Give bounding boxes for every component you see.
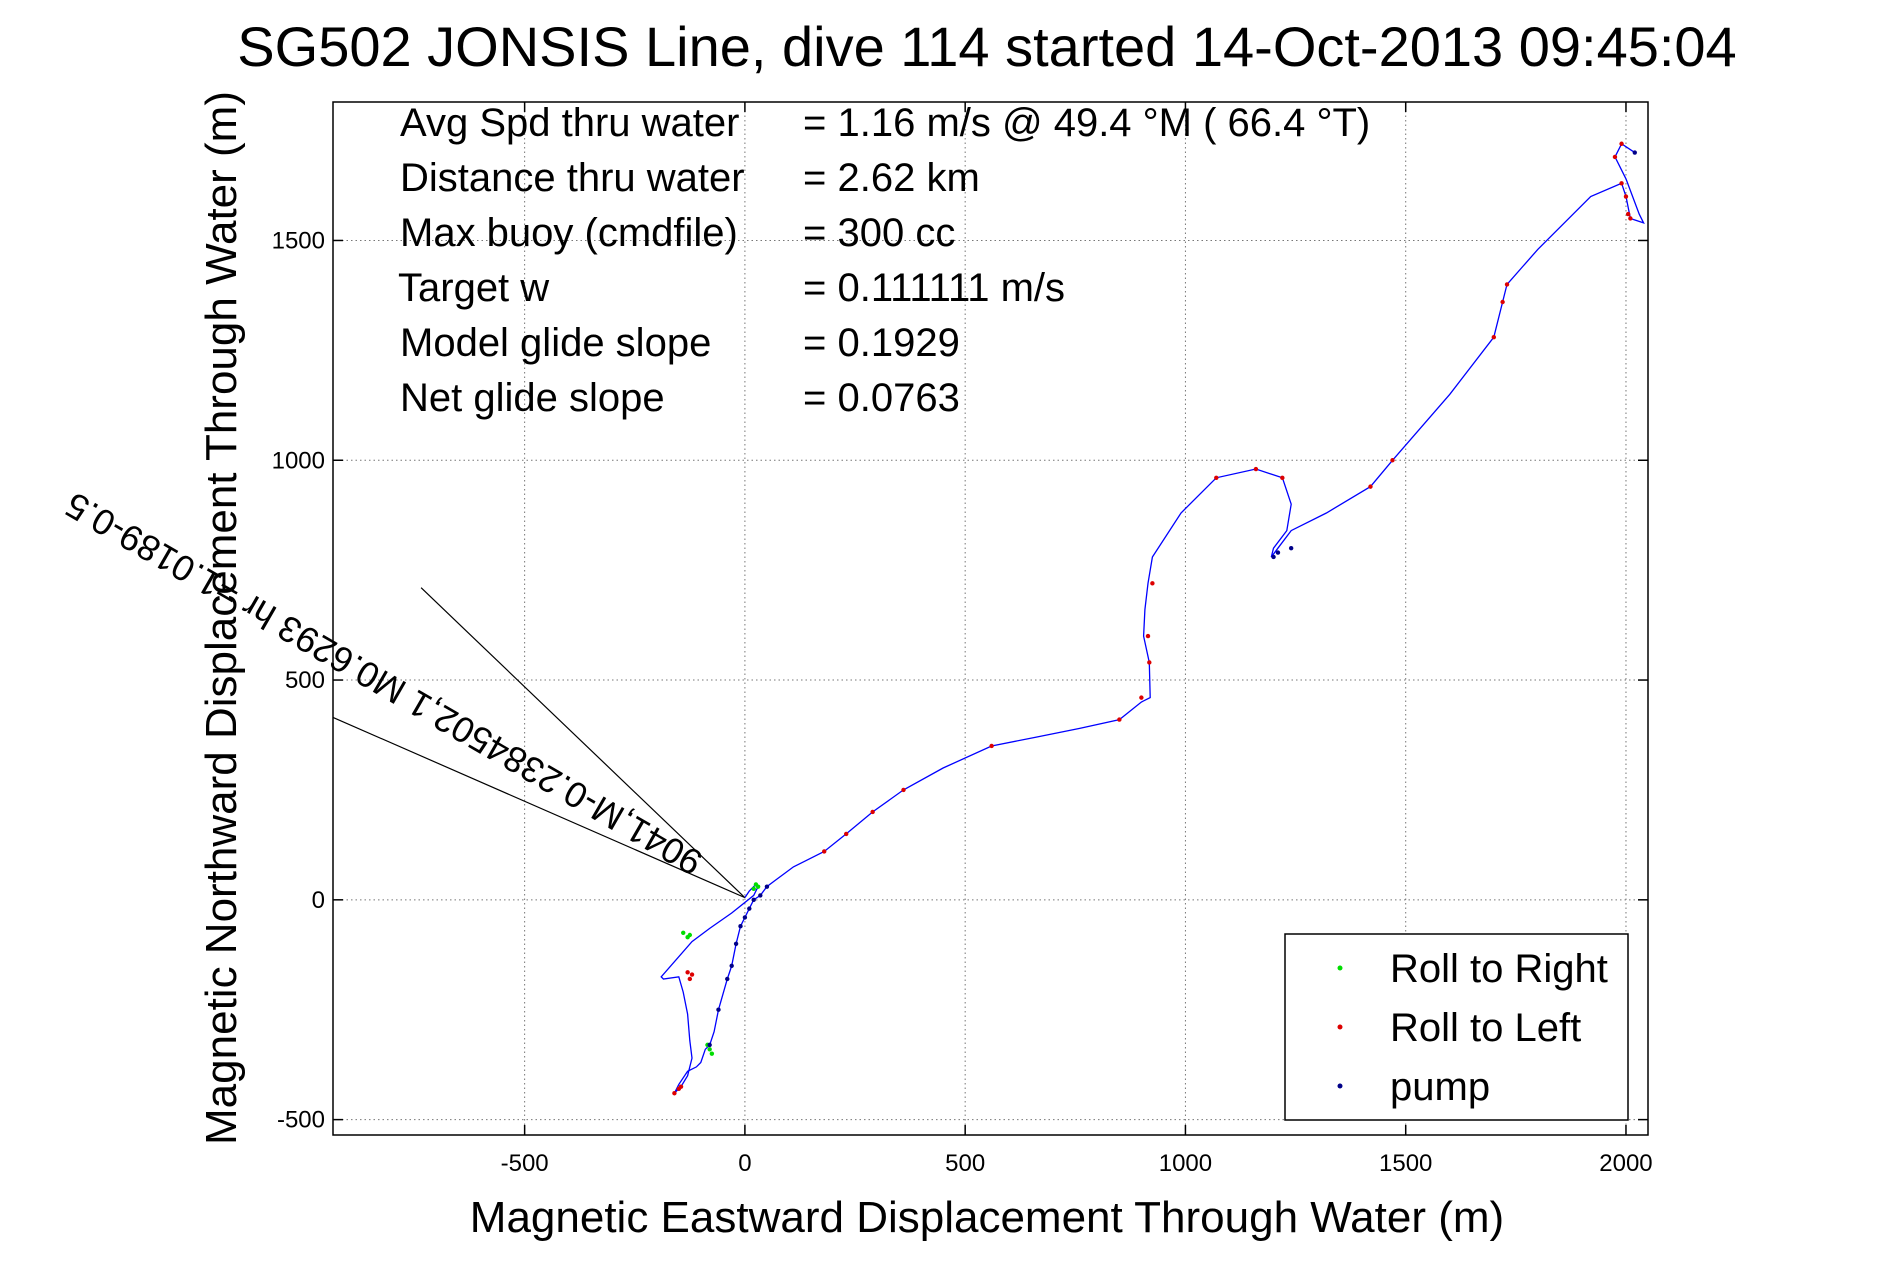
- marker-point: [821, 849, 827, 854]
- marker-point: [707, 1042, 712, 1048]
- y-tick-label: 0: [312, 887, 325, 914]
- legend-label: Roll to Left: [1390, 1006, 1581, 1050]
- marker-point: [1288, 545, 1294, 551]
- x-axis-label: Magnetic Eastward Displacement Through W…: [470, 1193, 1504, 1242]
- legend-marker: [1337, 965, 1343, 971]
- marker-point: [751, 886, 756, 892]
- stat-label: Avg Spd thru water: [400, 101, 739, 145]
- current-vector: [332, 587, 746, 899]
- marker-point: [733, 941, 739, 946]
- marker-point: [1145, 633, 1151, 639]
- marker-point: [738, 924, 743, 929]
- marker-point: [1632, 150, 1637, 155]
- marker-point: [747, 906, 752, 911]
- x-tick-label: 1500: [1379, 1150, 1432, 1177]
- marker-point: [1500, 299, 1505, 305]
- ticks: -500 0 500 1000 1500 2000 -500 0 500 1000 1500: [272, 102, 1653, 1177]
- marker-point: [758, 893, 763, 898]
- stat-value: = 2.62 km: [803, 156, 980, 200]
- x-tick-label: -500: [501, 1150, 549, 1177]
- marker-point: [1390, 458, 1395, 463]
- marker-point: [764, 884, 770, 889]
- x-tick-label: 1000: [1159, 1150, 1212, 1177]
- stat-value: = 300 cc: [803, 211, 955, 255]
- marker-point: [751, 897, 756, 903]
- markers: [672, 141, 1637, 1096]
- marker-point: [1625, 211, 1631, 217]
- x-tick-label: 0: [738, 1150, 751, 1177]
- x-tick-label: 500: [945, 1150, 985, 1177]
- marker-point: [1280, 475, 1285, 481]
- marker-point: [1271, 554, 1276, 560]
- marker-point: [1504, 282, 1510, 287]
- y-tick-label: -500: [277, 1107, 325, 1134]
- marker-point: [870, 809, 875, 815]
- marker-point: [989, 743, 994, 749]
- y-tick-label: 1500: [272, 227, 325, 254]
- marker-point: [709, 1051, 715, 1056]
- grid: [333, 102, 1648, 1135]
- stat-label: Net glide slope: [400, 376, 665, 420]
- marker-point: [844, 831, 849, 837]
- stat-value: = 0.111111 m/s: [803, 266, 1065, 310]
- track-line: [660, 142, 1645, 1094]
- stats-annotation: Avg Spd thru water = 1.16 m/s @ 49.4 °M (…: [398, 101, 1370, 420]
- marker-point: [1628, 216, 1633, 221]
- stat-value: = 0.1929: [803, 321, 960, 365]
- marker-point: [1150, 581, 1155, 586]
- track: [660, 142, 1645, 1094]
- marker-point: [685, 970, 690, 975]
- marker-point: [707, 1047, 712, 1052]
- chart-title: SG502 JONSIS Line, dive 114 started 14-O…: [237, 15, 1736, 78]
- stat-label: Max buoy (cmdfile): [400, 211, 738, 255]
- stat-value: = 0.0763: [803, 376, 960, 420]
- marker-point: [1623, 194, 1629, 199]
- legend-label: Roll to Right: [1390, 947, 1608, 991]
- marker-point: [689, 972, 695, 977]
- marker-point: [1147, 660, 1152, 665]
- marker-point: [678, 1084, 684, 1089]
- legend-marker: [1337, 1083, 1343, 1089]
- marker-point: [1368, 484, 1373, 489]
- current-line: [420, 587, 746, 899]
- marker-point: [685, 934, 690, 940]
- marker-point: [681, 930, 686, 935]
- marker-point: [755, 884, 761, 889]
- marker-point: [687, 976, 693, 982]
- y-tick-label: 500: [285, 667, 325, 694]
- marker-point: [1619, 181, 1624, 186]
- marker-point: [1275, 550, 1281, 555]
- legend-marker: [1337, 1024, 1343, 1030]
- marker-point: [901, 787, 906, 793]
- marker-point: [1619, 141, 1624, 146]
- stat-label: Model glide slope: [400, 321, 711, 365]
- stat-label: Distance thru water: [400, 156, 745, 200]
- marker-point: [1139, 695, 1144, 700]
- y-axis-label: Magnetic Northward Displacement Through …: [197, 91, 246, 1145]
- y-tick-label: 1000: [272, 447, 325, 474]
- marker-point: [716, 1007, 721, 1012]
- marker-point: [1491, 334, 1497, 340]
- marker-point: [672, 1091, 677, 1096]
- stat-label: Target w: [398, 266, 549, 310]
- marker-point: [742, 915, 748, 920]
- legend-label: pump: [1390, 1065, 1490, 1109]
- legend: Roll to Right Roll to Left pump: [1284, 933, 1629, 1121]
- marker-point: [725, 976, 730, 982]
- marker-point: [729, 963, 734, 968]
- stat-value: = 1.16 m/s @ 49.4 °M ( 66.4 °T): [803, 101, 1370, 145]
- marker-point: [1253, 466, 1259, 472]
- x-tick-label: 2000: [1599, 1150, 1652, 1177]
- marker-point: [1117, 717, 1122, 722]
- current-line: [332, 716, 746, 899]
- marker-point: [1214, 475, 1219, 481]
- marker-point: [1612, 154, 1618, 160]
